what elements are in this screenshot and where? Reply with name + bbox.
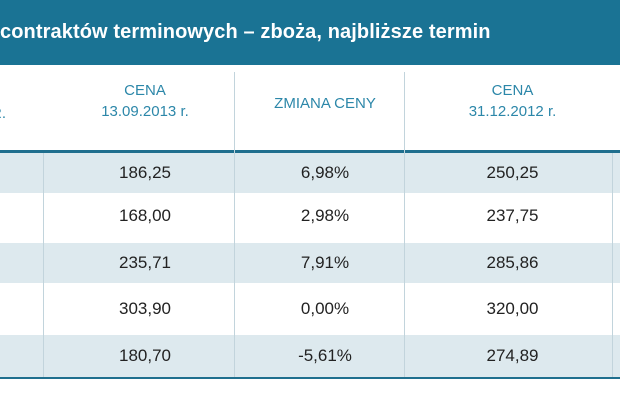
column-divider bbox=[234, 72, 235, 377]
cell-price-2013: 186,25 bbox=[119, 163, 171, 182]
cell-price-2013: 235,71 bbox=[119, 253, 171, 272]
cell-price-change: -5,61% bbox=[298, 346, 352, 365]
cell-price-change: 0,00% bbox=[300, 299, 350, 318]
header-col-price-2012: CENA 31.12.2012 r. bbox=[420, 80, 605, 122]
header-col-2-line1: ZMIANA CENY bbox=[274, 95, 376, 112]
header-col-3-line1: CENA bbox=[491, 82, 534, 99]
header-divider bbox=[0, 150, 620, 153]
column-divider bbox=[43, 153, 44, 377]
table-row: 303,90 0,00% 320,00 bbox=[0, 289, 620, 329]
table-title-bar: contraktów terminowych – zboża, najbliżs… bbox=[0, 0, 620, 65]
header-col-0: r. bbox=[0, 103, 6, 124]
header-col-price-change: ZMIANA CENY bbox=[250, 93, 400, 114]
cell-price-change: 2,98% bbox=[300, 206, 350, 225]
table-row: 186,25 6,98% 250,25 bbox=[0, 153, 620, 193]
table-title: contraktów terminowych – zboża, najbliżs… bbox=[0, 21, 491, 44]
table-row: 235,71 7,91% 285,86 bbox=[0, 243, 620, 283]
cell-price-change: 7,91% bbox=[300, 253, 350, 272]
cell-price-2013: 303,90 bbox=[119, 299, 171, 318]
cell-price-2012: 250,25 bbox=[486, 163, 539, 182]
cell-price-2012: 320,00 bbox=[486, 299, 539, 318]
cell-price-2013: 168,00 bbox=[119, 206, 171, 225]
table-title-first-char: c bbox=[0, 21, 12, 43]
table-bottom-rule bbox=[0, 377, 620, 379]
cell-price-change: 6,98% bbox=[300, 163, 350, 182]
header-col-1-line1: CENA bbox=[124, 82, 166, 99]
table-header-row: r. CENA 13.09.2013 r. ZMIANA CENY CENA 3… bbox=[0, 65, 620, 150]
header-col-1-line2: 13.09.2013 r. bbox=[101, 103, 189, 120]
cell-price-2012: 237,75 bbox=[486, 206, 539, 225]
table-row: 168,00 2,98% 237,75 bbox=[0, 196, 620, 236]
column-divider bbox=[404, 72, 405, 377]
column-divider bbox=[612, 153, 613, 377]
table-title-rest: ontraktów terminowych – zboża, najbliższ… bbox=[11, 21, 491, 43]
cell-price-2012: 285,86 bbox=[486, 253, 539, 272]
header-col-3-line2: 31.12.2012 r. bbox=[468, 103, 557, 120]
cell-price-2013: 180,70 bbox=[119, 346, 171, 365]
cell-price-2012: 274,89 bbox=[486, 346, 539, 365]
table-row: 180,70 -5,61% 274,89 bbox=[0, 335, 620, 377]
header-col-0-line1: r. bbox=[0, 105, 6, 122]
header-col-price-2013: CENA 13.09.2013 r. bbox=[60, 80, 230, 122]
